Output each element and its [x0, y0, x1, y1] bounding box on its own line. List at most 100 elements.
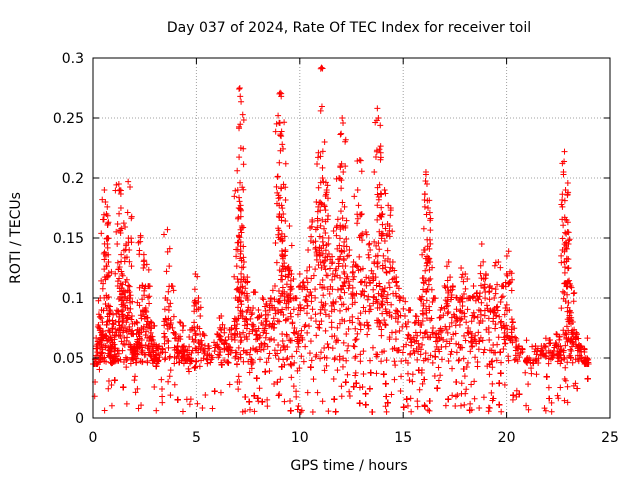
roti-point-envelope	[498, 294, 505, 301]
roti-point-envelope	[316, 324, 323, 331]
roti-point	[189, 325, 196, 331]
roti-point	[305, 247, 312, 253]
roti-point	[133, 319, 140, 325]
roti-point-envelope	[387, 264, 394, 271]
roti-point-envelope	[278, 272, 285, 279]
roti-point-envelope	[253, 346, 260, 353]
roti-point-envelope	[141, 313, 148, 320]
roti-point-envelope	[238, 264, 245, 271]
roti-point-envelope	[282, 197, 289, 204]
roti-point-envelope	[287, 313, 294, 320]
roti-point-envelope	[318, 103, 325, 110]
roti-point-envelope	[336, 320, 343, 327]
roti-point-envelope	[107, 308, 114, 315]
roti-point	[238, 223, 245, 229]
roti-point-band	[186, 401, 193, 408]
roti-point-envelope	[422, 355, 429, 362]
roti-point-envelope	[437, 328, 444, 335]
roti-point-envelope	[471, 313, 478, 320]
roti-point	[234, 187, 241, 193]
roti-point-envelope	[316, 252, 323, 259]
roti-point-band	[199, 405, 206, 412]
roti-point-band	[431, 373, 438, 380]
roti-point-envelope	[204, 345, 211, 352]
roti-point-envelope	[377, 122, 384, 129]
roti-point-envelope	[365, 251, 372, 258]
roti-point-envelope	[318, 318, 325, 325]
roti-point-band	[557, 384, 564, 391]
roti-point-envelope	[315, 262, 322, 269]
roti-point-envelope	[389, 276, 396, 283]
roti-point-envelope	[475, 306, 482, 313]
roti-point-envelope	[325, 212, 332, 219]
roti-point-band	[264, 403, 271, 410]
roti-point-envelope	[274, 189, 281, 196]
roti-point-envelope	[245, 358, 252, 365]
roti-point-envelope	[277, 299, 284, 306]
roti-point-envelope	[384, 291, 391, 298]
roti-point-envelope	[561, 354, 568, 361]
roti-point	[168, 283, 175, 289]
roti-point-envelope	[168, 320, 175, 327]
roti-point-envelope	[125, 282, 132, 289]
roti-point-band	[490, 395, 497, 402]
roti-point	[121, 295, 128, 301]
roti-point-envelope	[399, 349, 406, 356]
roti-point-envelope	[445, 308, 452, 315]
roti-point-band	[452, 402, 459, 409]
roti-point-envelope	[383, 357, 390, 364]
roti-point-band	[331, 396, 338, 403]
roti-point-envelope	[111, 341, 118, 348]
roti-point-envelope	[454, 316, 461, 323]
roti-point-band	[366, 385, 373, 392]
roti-point-envelope	[273, 183, 280, 190]
roti-point-envelope	[365, 254, 372, 261]
roti-point-envelope	[276, 214, 283, 221]
roti-point-envelope	[425, 356, 432, 363]
roti-point-envelope	[243, 333, 250, 340]
roti-point-envelope	[197, 312, 204, 319]
roti-point-envelope	[571, 289, 578, 296]
roti-point-envelope	[128, 213, 135, 220]
roti-point-envelope	[100, 342, 107, 349]
roti-point-band	[466, 407, 473, 414]
roti-point-envelope	[494, 281, 501, 288]
roti-point-envelope	[480, 349, 487, 356]
roti-point-envelope	[119, 329, 126, 336]
roti-point-band	[233, 361, 240, 368]
roti-point-envelope	[207, 359, 214, 366]
roti-point-envelope	[322, 266, 329, 273]
roti-point-envelope	[189, 336, 196, 343]
roti-point-envelope	[306, 263, 313, 270]
roti-point-envelope	[183, 355, 190, 362]
roti-point-envelope	[133, 359, 140, 366]
roti-point	[278, 93, 285, 100]
roti-point-envelope	[336, 356, 343, 363]
roti-point	[222, 337, 229, 343]
roti-point-envelope	[118, 338, 125, 345]
roti-point-band	[120, 384, 127, 391]
roti-point-envelope	[116, 264, 123, 271]
roti-point-envelope	[425, 281, 432, 288]
roti-point-envelope	[404, 360, 411, 367]
roti-point-envelope	[456, 321, 463, 328]
roti-point-envelope	[538, 348, 545, 355]
roti-point-envelope	[236, 233, 243, 240]
roti-point-envelope	[417, 346, 424, 353]
roti-point-envelope	[367, 306, 374, 313]
roti-point-envelope	[100, 250, 107, 257]
roti-point-band	[528, 370, 535, 377]
roti-point-envelope	[361, 278, 368, 285]
roti-point-envelope	[530, 360, 537, 367]
roti-point-band	[293, 388, 300, 395]
roti-point-envelope	[326, 313, 333, 320]
roti-point-envelope	[378, 326, 385, 333]
roti-point-envelope	[498, 318, 505, 325]
roti-point-envelope	[128, 263, 135, 270]
roti-point-envelope	[313, 256, 320, 263]
roti-point-band	[235, 386, 242, 393]
roti-point-envelope	[366, 240, 373, 247]
roti-point-envelope	[236, 194, 243, 201]
roti-point	[284, 265, 291, 271]
roti-point-band	[179, 408, 186, 415]
